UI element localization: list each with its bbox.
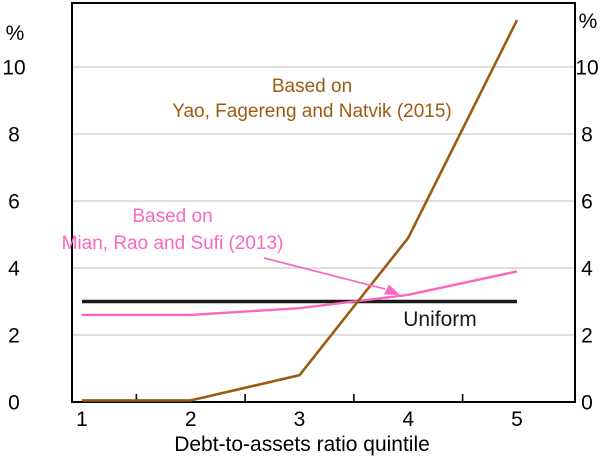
y-axis-label-left: 8: [8, 124, 20, 147]
plot-frame: [71, 2, 576, 403]
x-axis-label: 2: [185, 408, 197, 431]
y-axis-label-left: 10: [2, 57, 25, 80]
y-axis-label-right: 2: [581, 325, 593, 348]
annotation-yao-series-label: Based on Yao, Fagereng and Natvik (2015): [142, 74, 482, 124]
x-axis-label: 4: [402, 408, 414, 431]
y-axis-label-left: 4: [8, 258, 20, 281]
x-axis-label: 1: [76, 408, 88, 431]
y-axis-label-right: 6: [581, 191, 593, 214]
annotation-mian-series-label: Based on Mian, Rao and Sufi (2013): [0, 203, 345, 257]
y-axis-label-left: 2: [8, 325, 20, 348]
x-axis-title: Debt-to-assets ratio quintile: [174, 433, 430, 456]
series-line-mian: [82, 270, 518, 317]
annotation-arrow: [263, 257, 386, 290]
y-axis-label-right: 10: [575, 57, 598, 80]
y-axis-unit-right: %: [579, 10, 598, 33]
y-axis-label-right: 8: [581, 124, 593, 147]
series-line-yao: [82, 19, 519, 402]
y-axis-label-right: 0: [581, 392, 593, 415]
annotation-uniform-label: Uniform: [403, 308, 477, 331]
annotation-yao-line1: Based on: [271, 76, 353, 97]
x-axis-label: 5: [511, 408, 523, 431]
y-axis-unit-left: %: [6, 22, 25, 45]
annotation-yao-line2: Yao, Fagereng and Natvik (2015): [172, 101, 452, 122]
y-axis-label-right: 4: [581, 258, 593, 281]
x-axis-label: 3: [294, 408, 306, 431]
y-axis-label-left: 0: [8, 392, 20, 415]
y-axis-label-left: 6: [8, 191, 20, 214]
annotation-mian-line2: Mian, Rao and Sufi (2013): [61, 233, 284, 254]
annotation-mian-line1: Based on: [132, 206, 213, 227]
annotation-arrowhead-icon: [384, 284, 400, 295]
